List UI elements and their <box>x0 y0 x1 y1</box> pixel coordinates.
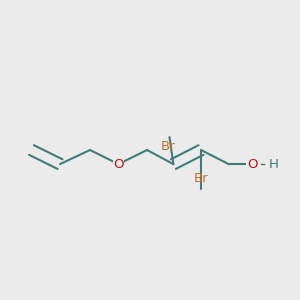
Text: O: O <box>113 158 124 171</box>
Text: H: H <box>269 158 279 171</box>
Text: O: O <box>247 158 257 171</box>
Text: Br: Br <box>194 172 208 185</box>
Text: Br: Br <box>161 140 175 153</box>
